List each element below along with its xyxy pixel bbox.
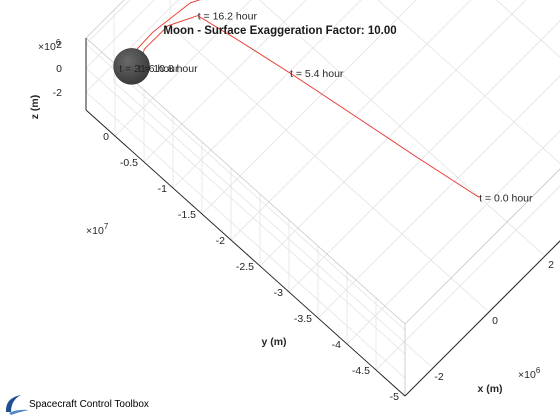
gridline-floor-x [258,0,546,257]
y-tick-label: -4 [332,339,341,351]
y-tick-label: 0 [103,131,109,143]
x-tick-label: 2 [548,259,554,271]
gridline-floor-y [172,0,362,189]
x-tick-label: -2 [434,371,443,383]
gridline-wall-z [85,43,406,331]
y-tick-label: -4.5 [352,365,370,377]
box-edge [85,37,406,325]
gridline-wall-z [85,67,406,355]
time-label: t = 10.8 hour [138,63,198,75]
y-tick-label: -5 [390,391,399,403]
x-tick-label: 0 [492,315,498,327]
toolbox-logo-icon [5,395,29,415]
chart-title: Moon - Surface Exaggeration Factor: 10.0… [163,25,397,37]
z-tick-label: 0 [56,63,62,75]
moon-body [113,48,150,85]
y-tick-label: -3 [274,287,283,299]
y-axis-label: y (m) [261,336,286,348]
x-exponent-label: ×106 [518,366,541,381]
y-tick-label: -1.5 [178,209,196,221]
gridline-end-z [85,0,179,93]
z-exponent-label: ×106 [38,38,61,53]
gridline-end-z [85,0,155,69]
gridline-floor-x [377,0,560,164]
gridline-floor-y [143,0,307,163]
y-tick-label: -2 [216,235,225,247]
axes-box [85,0,560,397]
tick-labels: 0-0.5-1-1.5-2-2.5-3-3.5-4-4.5-5-2024620-… [38,38,554,403]
time-label: t = 5.4 hour [290,68,344,80]
gridline-floor-x [495,0,560,58]
toolbox-logo: Spacecraft Control Toolbox [3,392,149,416]
orbit-series [118,0,480,198]
gridline-floor-y [404,240,560,397]
gridline-floor-y [259,0,527,267]
x-axis-line [404,240,560,397]
y-axis-line [85,109,406,397]
box-edge [366,0,560,44]
box-edge [404,168,560,325]
x-axis-label: x (m) [477,383,502,395]
gridline-wall-z [85,91,406,379]
z-tick-label: -2 [53,87,62,99]
y-exponent-label: ×107 [86,222,109,237]
y-tick-label: -0.5 [120,157,138,169]
gridline-floor-x [169,25,490,313]
y-tick-label: -3.5 [294,313,312,325]
z-tick-label: 2 [56,39,62,51]
gridline-floor-y [114,0,252,137]
gridline-floor-y [230,0,472,241]
time-label: t = 16.2 hour [198,11,258,23]
moon-sphere [113,48,150,85]
gridline-floor-x [113,81,434,369]
toolbox-logo-label: Spacecraft Control Toolbox [29,398,149,410]
orbit-line [118,0,480,198]
y-tick-label: -1 [158,183,167,195]
y-tick-label: -2.5 [236,261,254,273]
gridline-floor-y [375,185,560,371]
z-axis-label: z (m) [29,95,41,120]
time-label: t = 0.0 hour [479,192,533,204]
axis-labels: z (m) y (m) x (m) [29,95,503,395]
gridline-floor-y [201,0,417,215]
gridline-floor-y [346,130,560,345]
time-label: t = 21.6 hour [119,63,179,75]
gridline-floor-y [317,75,560,319]
gridline-floor-y [288,20,560,293]
